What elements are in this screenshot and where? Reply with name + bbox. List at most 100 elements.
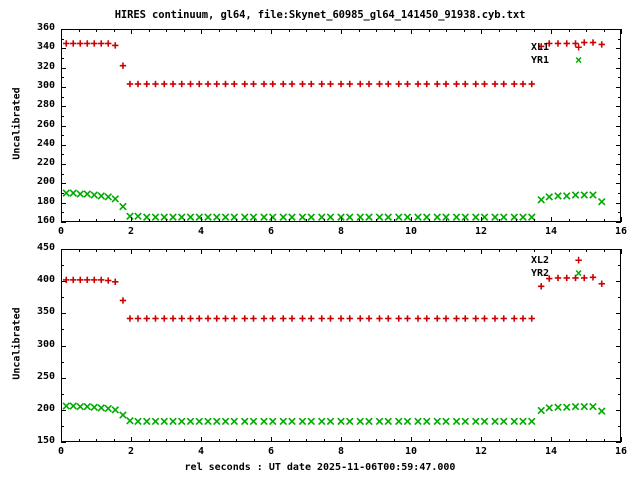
data-point [414,315,422,322]
data-point [169,213,177,221]
x-minor-tick-top-bottom [516,249,517,252]
data-point [356,417,365,426]
data-point [326,213,335,221]
data-point [112,42,119,49]
x-minor-tick-top [166,219,167,222]
x-tick-top-bottom-12 [481,249,483,254]
y-tick-label-top-240: 240 [36,138,55,149]
data-point [571,191,580,199]
x-minor-tick-top [604,219,605,222]
data-point [63,276,70,284]
legend-marker-cross-icon: × [575,53,583,67]
y-tick-right-top-220 [616,164,621,166]
x-tick-label-bottom-14: 14 [544,446,558,457]
data-point [187,315,194,322]
data-point [134,212,142,220]
y-tick-top-320 [61,68,66,70]
legend-marker-cross-icon: × [575,266,583,280]
x-tick-label-bottom-6: 6 [267,446,275,457]
data-point [69,189,78,197]
y-tick-top-260 [61,126,66,128]
y-minor-tick-top [61,193,64,194]
y-minor-tick-top [61,174,64,175]
data-point [152,80,159,88]
data-point [177,213,186,221]
legend-marker-plus-icon: + [575,253,583,267]
x-tick-top-bottom-16 [621,249,623,254]
data-point [77,276,84,284]
data-point [385,80,392,88]
data-point [481,80,488,88]
y-minor-tick-right-top [618,135,621,136]
data-point [187,80,194,88]
data-point [462,80,469,88]
data-point [375,213,384,221]
plot-data-top [62,39,606,221]
x-minor-tick-top [96,219,97,222]
data-point [288,80,296,88]
data-point [537,406,545,415]
data-point [269,315,276,322]
data-point [572,274,579,282]
x-minor-tick-top-bottom [376,249,377,252]
data-point [422,213,431,221]
y-minor-tick-right-bottom [618,426,621,427]
data-point [288,417,296,426]
y-tick-right-bottom-450 [616,249,621,251]
data-point [481,315,488,322]
data-point [365,315,373,322]
data-point [519,417,527,426]
y-tick-bottom-350 [61,313,66,315]
data-point [453,315,460,322]
data-point [554,192,562,200]
y-minor-tick-right-top [618,116,621,117]
data-point [241,80,248,88]
y-minor-tick-right-bottom [618,394,621,395]
x-minor-tick-top-top [236,29,237,32]
x-minor-tick-bottom [219,439,220,442]
data-point [213,80,220,88]
y-tick-right-top-260 [616,126,621,128]
data-point [105,277,112,284]
data-point [357,80,364,88]
y-minor-tick-right-top [618,193,621,194]
y-tick-label-top-360: 360 [36,22,55,33]
data-point [589,191,597,199]
x-minor-tick-bottom [166,439,167,442]
y-tick-bottom-300 [61,346,66,348]
data-point [143,80,150,88]
x-minor-tick-top-top [306,29,307,32]
data-point [403,417,412,426]
data-point [169,417,177,426]
x-minor-tick-bottom [586,439,587,442]
data-point [537,196,545,204]
y-tick-label-top-180: 180 [36,196,55,207]
data-point [317,417,326,426]
x-minor-tick-top-top [429,29,430,32]
data-point [571,402,580,411]
x-minor-tick-top-top [166,29,167,32]
x-tick-label-top-8: 8 [337,226,345,237]
y-minor-tick-top [61,39,64,40]
x-minor-tick-top-top [604,29,605,32]
data-point [519,315,527,322]
data-point [91,276,98,284]
y-tick-label-bottom-150: 150 [36,435,55,446]
data-point [77,40,84,47]
x-tick-top-bottom-2 [131,249,133,254]
x-minor-tick-top-bottom [184,249,185,252]
series-xl1 [63,39,605,88]
data-point [423,80,430,88]
x-tick-top-4 [201,217,203,222]
data-point [395,315,402,322]
data-point [500,80,507,88]
x-minor-tick-bottom [236,439,237,442]
data-point [308,315,315,322]
x-minor-tick-bottom [499,439,500,442]
x-minor-tick-top-top [394,29,395,32]
data-point [186,213,195,221]
x-tick-bottom-0 [61,437,63,442]
data-point [119,62,127,69]
y-minor-tick-top [61,212,64,213]
data-point [222,315,229,322]
